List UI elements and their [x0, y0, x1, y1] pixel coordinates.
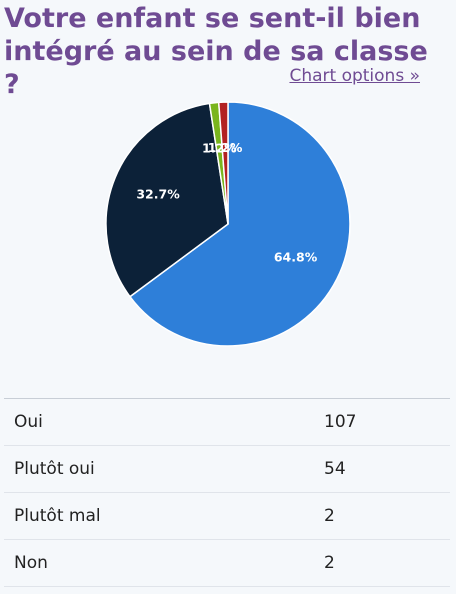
slice-label: 1.2% [202, 140, 237, 155]
chart-title: Votre enfant se sent-il bien intégré au … [4, 3, 428, 100]
table-row: Oui 107 [4, 398, 450, 446]
pie-chart: 64.8% 32.7% 1.2% 1.2% [0, 90, 456, 370]
table-cell-value: 2 [314, 492, 450, 540]
slice-labels: 64.8% 32.7% 1.2%1.2% [136, 140, 317, 265]
table-row: Non 2 [4, 539, 450, 587]
pie-slice-oui[interactable] [128, 101, 351, 347]
table-row: Plutôt oui 54 [4, 445, 450, 493]
slice-label: 32.7% [136, 187, 180, 202]
pie-slice-non[interactable] [217, 101, 229, 225]
table-cell-category: Oui [4, 398, 314, 446]
pie-slice-plut-t-oui[interactable] [105, 102, 229, 298]
table-cell-value: 54 [314, 445, 450, 493]
chart-options-link[interactable]: Chart options » [289, 66, 420, 86]
data-table: Oui 107 Plutôt oui 54 Plutôt mal 2 Non 2 [4, 398, 450, 587]
table-cell-category: Plutôt oui [4, 445, 314, 493]
slice-label: 64.8% [274, 250, 318, 265]
slice-label: 1.2% [208, 140, 243, 155]
table-cell-category: Non [4, 539, 314, 587]
table-cell-category: Plutôt mal [4, 492, 314, 540]
table-row: Plutôt mal 2 [4, 492, 450, 540]
pie-chart-svg: 64.8% 32.7% 1.2%1.2% [105, 101, 351, 347]
table-cell-value: 2 [314, 539, 450, 587]
table-cell-value: 107 [314, 398, 450, 446]
